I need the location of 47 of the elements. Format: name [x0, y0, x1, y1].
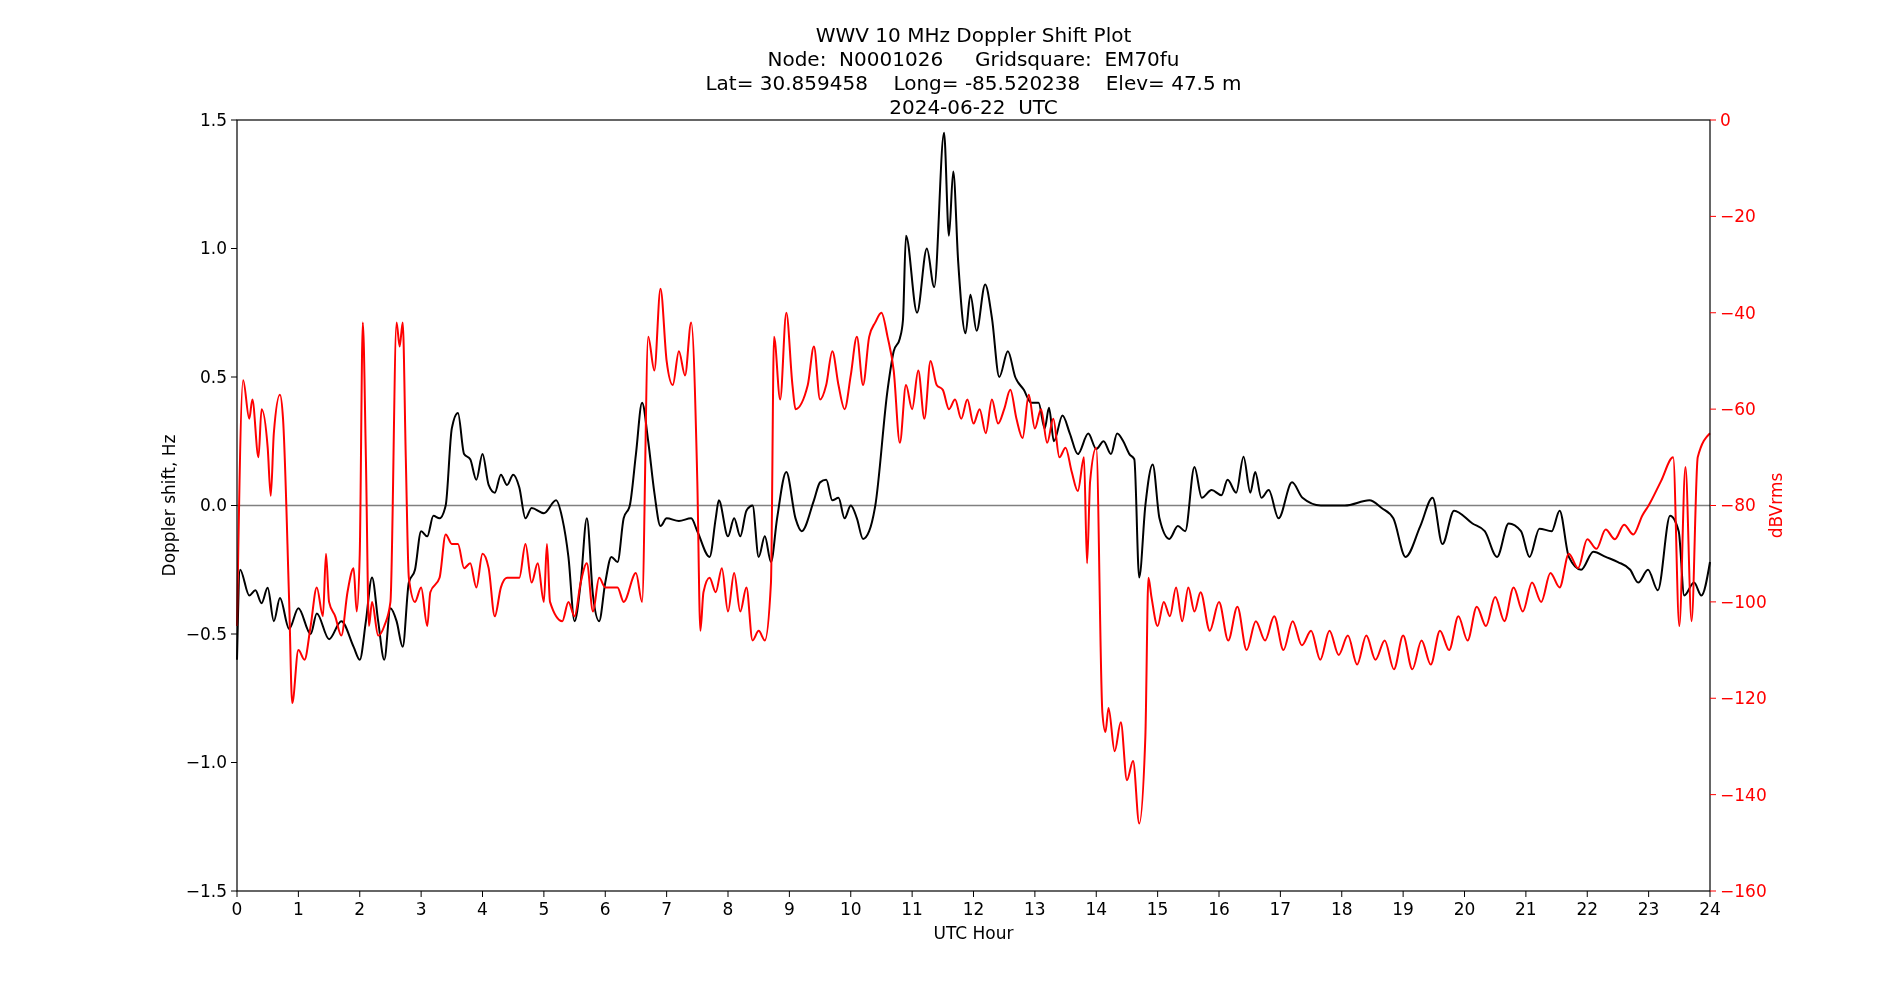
y-axis-title: Doppler shift, Hz	[159, 434, 179, 577]
x-tick-label: 23	[1637, 899, 1660, 919]
y-tick-label: 1.0	[199, 238, 227, 259]
chart-title: WWV 10 MHz Doppler Shift Plot	[815, 23, 1132, 47]
x-tick-label: 20	[1453, 899, 1476, 919]
x-tick-label: 1	[292, 899, 304, 919]
x-tick-label: 24	[1699, 899, 1721, 919]
x-tick-label: 3	[415, 899, 427, 919]
y-tick-label: −1.5	[185, 880, 227, 901]
y-tick-label: −0.5	[185, 623, 227, 644]
x-tick-label: 2	[354, 899, 366, 919]
y-tick-label: 1.5	[199, 109, 227, 130]
x-tick-label: 21	[1515, 899, 1537, 919]
x-tick-label: 13	[1024, 899, 1046, 919]
y2-tick-label: 0	[1720, 109, 1731, 130]
x-tick-label: 11	[901, 899, 923, 919]
y2-tick-label: −40	[1720, 302, 1756, 323]
y2-tick-label: −20	[1720, 206, 1756, 227]
x-tick-label: 9	[783, 899, 795, 919]
x-tick-label: 18	[1330, 899, 1353, 919]
y2-axis-title: dBVrms	[1766, 472, 1786, 539]
x-tick-label: 19	[1392, 899, 1414, 919]
x-tick-label: 15	[1146, 899, 1169, 919]
chart-subtitle: Node: N0001026 Gridsquare: EM70fu Lat= 30.859458 Long= -85.520238 Elev= 47.5 m 2024-06-22 UTC	[705, 47, 1242, 119]
x-tick-label: 22	[1576, 899, 1599, 919]
y2-tick-label: −80	[1720, 495, 1756, 516]
x-tick-label: 6	[599, 899, 611, 919]
y2-tick-label: −60	[1720, 399, 1756, 420]
x-tick-label: 12	[962, 899, 985, 919]
y2-tick-label: −120	[1720, 688, 1767, 709]
y2-tick-label: −160	[1720, 880, 1767, 901]
x-tick-label: 4	[477, 899, 488, 919]
x-axis-title: UTC Hour	[933, 923, 1014, 943]
x-tick-label: 8	[722, 899, 734, 919]
y-tick-label: 0.0	[199, 495, 227, 516]
y2-tick-label: −100	[1720, 591, 1767, 612]
x-tick-label: 14	[1085, 899, 1108, 919]
y-tick-label: 0.5	[199, 366, 227, 387]
x-tick-label: 0	[231, 899, 243, 919]
x-tick-label: 7	[661, 899, 673, 919]
x-tick-label: 17	[1269, 899, 1292, 919]
x-tick-label: 16	[1208, 899, 1230, 919]
x-tick-label: 10	[839, 899, 862, 919]
y-tick-label: −1.0	[185, 752, 227, 773]
line-series	[236, 287, 1711, 825]
x-tick-label: 5	[538, 899, 550, 919]
y2-tick-label: −140	[1720, 784, 1767, 805]
